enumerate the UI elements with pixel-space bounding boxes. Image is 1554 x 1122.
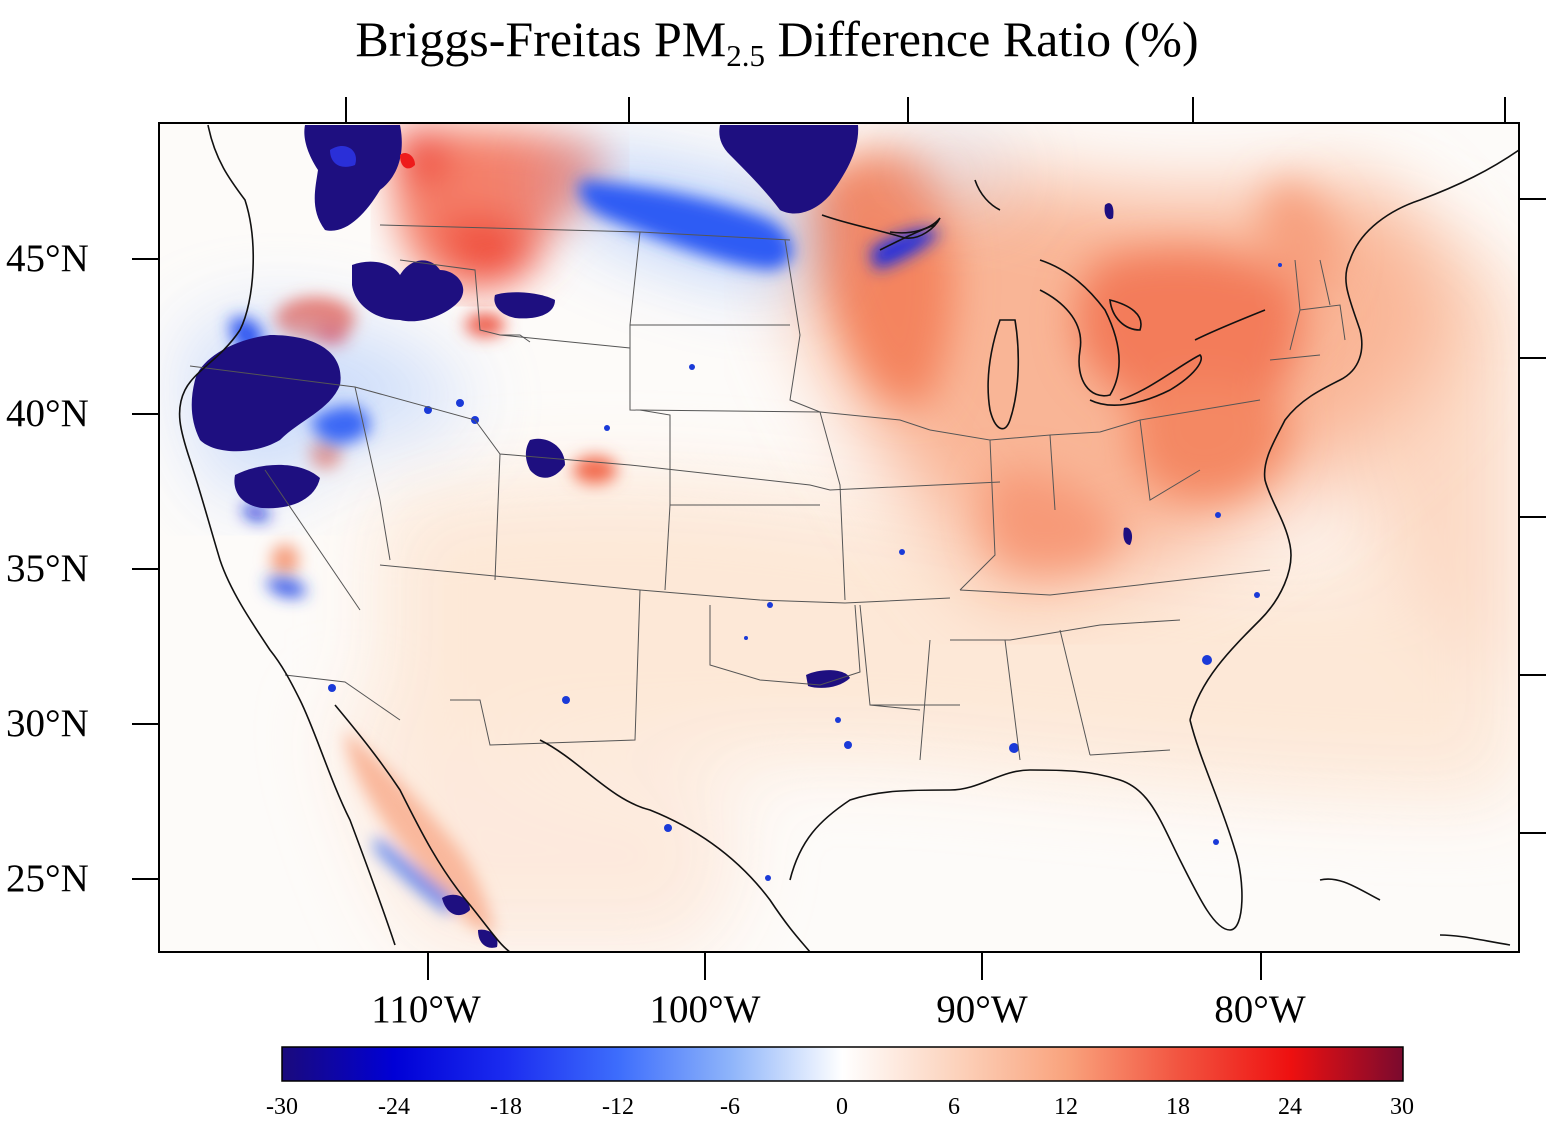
colorbar [281,1046,1404,1082]
title-text: Briggs-Freitas PM [355,11,727,67]
map-frame [158,122,1520,953]
colorbar-label: 0 [836,1094,848,1120]
colorbar-label: 12 [1054,1094,1078,1120]
axis-ticks [132,97,1546,980]
lat-label-25: 25°N [6,857,89,900]
colorbar-label: 6 [948,1094,960,1120]
colorbar-label: 24 [1278,1094,1302,1120]
state-boundaries [189,224,1346,761]
lat-label-40: 40°N [6,392,89,435]
colorbar-label: -6 [720,1094,740,1120]
coastlines [178,124,1519,952]
lon-label-110: 110°W [371,988,481,1031]
colorbar-label: -18 [490,1094,522,1120]
colorbar-label: -12 [602,1094,634,1120]
lat-label-30: 30°N [6,702,89,745]
title-suffix: Difference Ratio (%) [765,11,1199,67]
title-subscript: 2.5 [726,38,765,73]
colorbar-label: 18 [1166,1094,1190,1120]
lon-label-100: 100°W [649,988,761,1031]
lat-label-35: 35°N [6,547,89,590]
data-field [159,123,1519,952]
lon-label-80: 80°W [1214,988,1306,1031]
colorbar-label: -24 [378,1094,410,1120]
map-title: Briggs-Freitas PM2.5 Difference Ratio (%… [0,8,1554,73]
lon-label-90: 90°W [936,988,1028,1031]
colorbar-label: 30 [1390,1094,1414,1120]
lat-label-45: 45°N [6,237,89,280]
colorbar-label: -30 [266,1094,298,1120]
